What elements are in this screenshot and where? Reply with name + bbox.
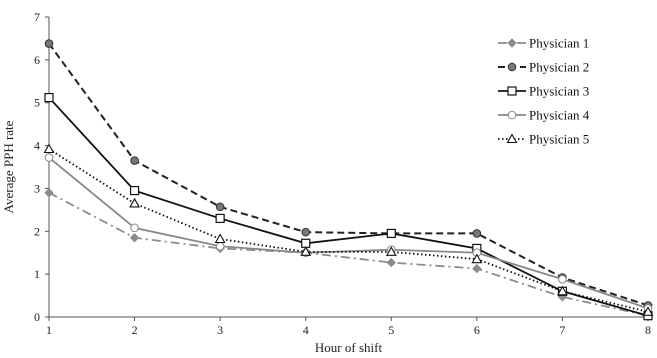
y-tick-label: 1 — [34, 267, 40, 281]
legend-item: Physician 2 — [498, 60, 589, 75]
data-point — [558, 274, 567, 284]
data-point — [471, 253, 483, 264]
x-tick-label: 1 — [46, 323, 52, 337]
x-axis-title: Hour of shift — [315, 340, 383, 355]
data-point — [44, 92, 54, 103]
data-point — [472, 263, 482, 274]
data-point — [130, 223, 139, 233]
y-tick-label: 7 — [34, 10, 40, 24]
data-point — [44, 188, 54, 198]
y-tick-label: 5 — [34, 96, 40, 110]
y-tick-label: 2 — [34, 224, 40, 238]
legend: Physician 1 Physician 2 Physician 3 Physici… — [498, 36, 590, 147]
series-2 — [44, 39, 653, 310]
x-tick-label: 5 — [388, 323, 394, 337]
data-point — [556, 285, 568, 296]
data-point — [472, 229, 482, 238]
data-point — [386, 228, 396, 239]
legend-label: Physician 3 — [529, 84, 589, 99]
data-point — [44, 153, 54, 162]
legend-marker — [507, 86, 517, 96]
legend-marker — [507, 38, 517, 48]
series-line — [48, 148, 649, 313]
y-tick-label: 6 — [34, 53, 40, 67]
legend-marker — [507, 62, 517, 72]
data-point — [129, 233, 140, 243]
legend-marker — [506, 133, 518, 144]
series-1 — [44, 188, 653, 321]
data-point — [386, 257, 396, 268]
x-tick-label: 2 — [132, 323, 138, 337]
x-tick-label: 7 — [559, 323, 565, 337]
series-line — [48, 156, 649, 310]
series-line — [48, 42, 649, 307]
data-point — [301, 227, 311, 237]
series-layer — [43, 39, 654, 321]
data-point — [215, 202, 225, 212]
y-axis-title: Average PPH rate — [1, 120, 16, 213]
data-point — [43, 143, 55, 154]
legend-label: Physician 1 — [529, 36, 589, 51]
series-5 — [43, 143, 654, 316]
x-tick-label: 4 — [303, 323, 309, 337]
data-point — [129, 197, 141, 208]
data-point — [301, 238, 311, 248]
y-tick-label: 0 — [34, 310, 40, 324]
data-point — [215, 241, 225, 251]
y-tick-label: 4 — [34, 139, 40, 153]
x-tick-label: 6 — [474, 323, 480, 337]
x-tick-label: 3 — [217, 323, 223, 337]
data-point — [300, 246, 312, 256]
x-tick-label: 8 — [645, 323, 651, 337]
legend-label: Physician 5 — [529, 132, 589, 147]
data-point — [215, 213, 225, 224]
data-point — [44, 39, 54, 48]
series-line — [48, 96, 649, 317]
series-line — [48, 191, 649, 317]
legend-marker — [507, 110, 517, 120]
data-point — [642, 306, 654, 316]
data-point — [130, 156, 139, 165]
legend-item: Physician 5 — [498, 132, 589, 147]
legend-item: Physician 4 — [498, 108, 590, 123]
data-point — [214, 233, 226, 244]
legend-label: Physician 4 — [529, 108, 590, 123]
data-point — [129, 185, 140, 196]
legend-label: Physician 2 — [529, 60, 589, 75]
data-point — [385, 246, 397, 256]
y-tick-label: 3 — [34, 181, 40, 195]
legend-item: Physician 3 — [498, 84, 589, 99]
legend-item: Physician 1 — [498, 36, 589, 51]
